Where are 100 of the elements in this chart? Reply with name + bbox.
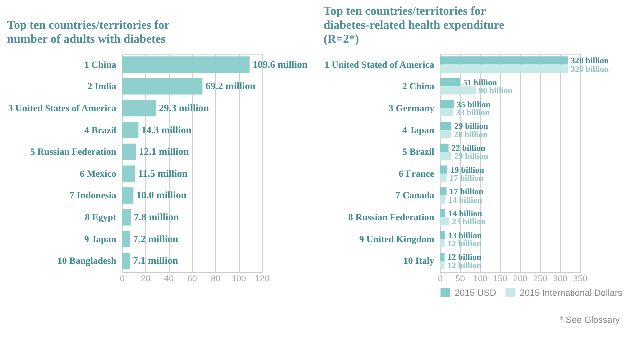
data-label: 90 billion: [479, 86, 514, 96]
data-label: 320 billion: [571, 64, 610, 74]
bar: [122, 122, 139, 138]
bar: [440, 239, 445, 248]
bar: [440, 64, 568, 73]
bar: [122, 253, 130, 270]
bar: [440, 188, 447, 196]
bar: [440, 231, 446, 240]
data-label: 29 billion: [454, 151, 489, 162]
bar: [440, 152, 452, 160]
data-label: 29.3 million: [159, 103, 210, 114]
data-label: 10.0 million: [136, 190, 188, 202]
data-label: 35 billion: [457, 99, 492, 110]
bar: [440, 218, 450, 226]
y-tick-label: 7 Indonesia: [70, 192, 117, 202]
data-label: 33 billion: [456, 108, 490, 118]
y-tick-label: 3 Germany: [388, 104, 435, 114]
y-tick-label: 5 Russian Federation: [30, 148, 118, 158]
x-tick-label: 60: [188, 274, 198, 284]
bar: [440, 100, 454, 108]
y-tick-label: 3 United States of America: [8, 104, 117, 114]
data-label: 14 billion: [448, 208, 483, 218]
x-tick-label: 40: [164, 274, 174, 284]
chart-title: Top ten countries/territories for diabetes-related health expenditure (R=2*): [324, 4, 506, 46]
data-label: 14.3 million: [142, 125, 192, 136]
bar: [122, 188, 134, 204]
bar: [440, 78, 460, 87]
bar: [440, 56, 568, 65]
y-tick-label: 4 Japan: [402, 126, 436, 136]
x-tick-label: 200: [513, 274, 528, 284]
data-label: 12 billion: [448, 260, 482, 270]
x-tick-label: 50: [456, 274, 466, 284]
y-tick-label: 1 China: [84, 60, 117, 71]
data-label: 51 billion: [463, 78, 498, 88]
x-tick-label: 20: [141, 274, 151, 284]
y-tick-label: 5 Brazil: [402, 148, 435, 158]
data-label: 14 billion: [448, 194, 483, 205]
bar: [440, 261, 445, 270]
legend-label: 2015 International Dollars: [520, 288, 624, 298]
bar: [122, 166, 136, 182]
y-tick-label: 8 Egypt: [85, 214, 118, 224]
x-tick-label: 80: [211, 274, 221, 284]
data-label: 13 billion: [448, 230, 482, 240]
bar: [440, 86, 476, 95]
data-label: 69.2 million: [206, 82, 256, 93]
data-label: 29 billion: [454, 121, 489, 132]
data-label: 12.1 million: [139, 147, 190, 158]
data-label: 23 billion: [452, 216, 486, 227]
bar: [122, 144, 136, 160]
data-label: 19 billion: [450, 164, 485, 175]
bar: [440, 130, 452, 138]
x-tick-label: 150: [493, 274, 508, 284]
text: * See Glossary: [560, 315, 620, 325]
x-tick-label: 250: [533, 274, 548, 284]
data-label: 11.5 million: [138, 168, 188, 180]
y-tick-label: 2 India: [88, 82, 117, 93]
bar: [440, 122, 452, 130]
x-tick-label: 120: [255, 274, 270, 284]
y-tick-label: 10 Italy: [404, 257, 435, 268]
y-tick-label: 6 France: [398, 170, 434, 180]
y-tick-label: 7 Canada: [396, 192, 435, 202]
data-label: 22 billion: [452, 142, 486, 153]
data-label: 109.6 million: [252, 60, 308, 71]
chart-title: Top ten countries/territories for number of adults with diabetes: [7, 18, 170, 46]
y-tick-label: 9 United Kingdom: [360, 235, 435, 246]
x-tick-label: 0: [120, 274, 126, 284]
x-tick-label: 100: [473, 274, 488, 284]
bar: [122, 231, 130, 248]
data-label: 17 billion: [450, 186, 484, 197]
y-tick-label: 2 China: [402, 82, 435, 93]
data-label: 7.2 million: [133, 234, 179, 246]
bar: [122, 209, 132, 226]
data-label: 7.1 million: [133, 256, 179, 268]
x-tick-label: 0: [438, 274, 444, 284]
data-label: 320 billion: [571, 56, 610, 66]
data-label: 17 billion: [450, 173, 484, 184]
y-tick-label: 1 United Stated of America: [324, 60, 435, 71]
bar: [440, 253, 445, 262]
bar: [440, 209, 446, 218]
bar: [440, 196, 446, 204]
bar: [440, 108, 454, 117]
data-label: 7.8 million: [134, 212, 180, 224]
y-tick-label: 4 Brazil: [84, 126, 117, 136]
bar: [122, 100, 156, 117]
y-tick-label: 8 Russian Federation: [348, 214, 436, 224]
bar: [122, 78, 203, 95]
data-label: 28 billion: [454, 129, 488, 140]
x-tick-label: 100: [232, 274, 247, 284]
bar: [440, 166, 448, 174]
y-tick-label: 9 Japan: [84, 235, 118, 246]
bar: [440, 174, 447, 182]
legend-label: 2015 USD: [455, 288, 498, 298]
data-label: 12 billion: [448, 238, 482, 248]
x-tick-label: 300: [553, 274, 568, 284]
bar: [122, 56, 250, 73]
y-tick-label: 6 Mexico: [80, 170, 117, 180]
y-tick-label: 10 Bangladesh: [58, 257, 118, 268]
bar: [440, 144, 449, 152]
data-label: 12 billion: [448, 252, 482, 262]
x-tick-label: 350: [573, 274, 588, 284]
